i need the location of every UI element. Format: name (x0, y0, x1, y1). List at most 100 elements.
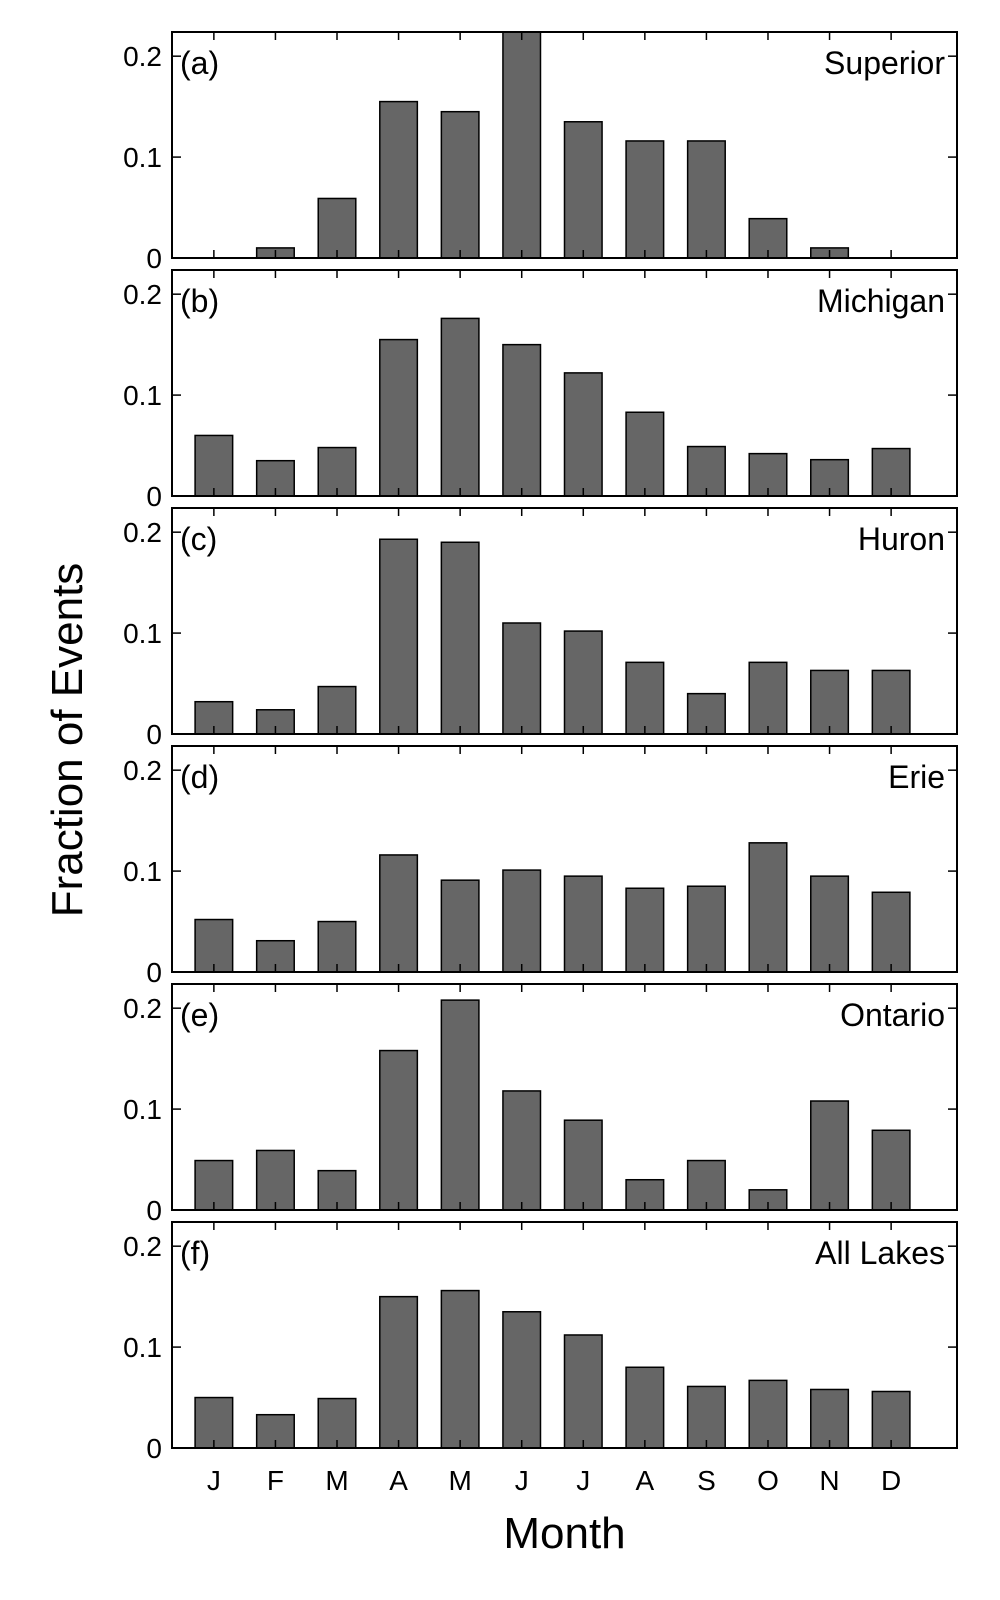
bar (625, 140, 665, 259)
bar (379, 538, 419, 735)
plot-frame (171, 745, 958, 973)
bar (748, 661, 788, 735)
panel-all-lakes: 0 0.1 0.2 (f) All Lakes (123, 1221, 958, 1464)
plot-frame (171, 31, 958, 259)
bar (625, 1366, 665, 1449)
bar (502, 622, 542, 735)
bar (502, 1311, 542, 1449)
plot-frame (171, 1221, 958, 1449)
y-tick-label: 0.1 (123, 618, 162, 649)
bar (810, 875, 850, 973)
y-tick-label: 0 (146, 1433, 162, 1464)
y-tick-label: 0.2 (123, 993, 162, 1024)
panels: 0 0.1 0.2 (a) Superior 0 0.1 0.2 (b) Michigan 0 0.1… (123, 31, 958, 1496)
x-tick-label: J (576, 1465, 590, 1496)
y-tick-label: 0.2 (123, 517, 162, 548)
bar (563, 121, 603, 259)
x-tick-label: S (697, 1465, 716, 1496)
bar (686, 1159, 726, 1211)
x-tick-label: J (207, 1465, 221, 1496)
y-tick-label: 0 (146, 243, 162, 274)
bar (502, 343, 542, 497)
bar (502, 31, 542, 259)
panel-letter: (b) (180, 283, 219, 319)
panel-michigan: 0 0.1 0.2 (b) Michigan (123, 269, 958, 512)
bar (625, 887, 665, 973)
bar (379, 338, 419, 497)
bar (686, 692, 726, 735)
plot-frame (171, 269, 958, 497)
bar (563, 630, 603, 735)
bar (625, 661, 665, 735)
x-tick-label: M (448, 1465, 471, 1496)
panel-letter: (f) (180, 1235, 210, 1271)
bar (379, 854, 419, 973)
y-tick-label: 0.1 (123, 142, 162, 173)
bar (563, 1334, 603, 1449)
panel-superior: 0 0.1 0.2 (a) Superior (123, 31, 958, 274)
bar (810, 1388, 850, 1449)
bar (502, 869, 542, 973)
bar (871, 1390, 911, 1449)
bar (625, 411, 665, 497)
x-tick-label: A (389, 1465, 408, 1496)
x-axis-title: Month (503, 1509, 625, 1558)
panel-name: All Lakes (815, 1235, 945, 1271)
x-tick-label: J (515, 1465, 529, 1496)
bar (502, 1090, 542, 1211)
x-tick-label: M (325, 1465, 348, 1496)
x-tick-label: N (819, 1465, 839, 1496)
bar (563, 372, 603, 497)
y-tick-label: 0.2 (123, 41, 162, 72)
panel-letter: (d) (180, 759, 219, 795)
bar (686, 1385, 726, 1449)
bar (440, 541, 480, 735)
y-tick-label: 0 (146, 481, 162, 512)
panel-name: Michigan (817, 283, 945, 319)
bar (748, 1379, 788, 1449)
bar (563, 1119, 603, 1211)
panel-letter: (c) (180, 521, 217, 557)
y-tick-label: 0 (146, 957, 162, 988)
bar (379, 1295, 419, 1449)
panel-letter: (e) (180, 997, 219, 1033)
bar (194, 434, 234, 497)
panel-letter: (a) (180, 45, 219, 81)
plot-frame (171, 983, 958, 1211)
bar (748, 842, 788, 973)
bar (317, 197, 357, 259)
bar (317, 920, 357, 973)
panel-name: Erie (888, 759, 945, 795)
plot-frame (171, 507, 958, 735)
y-tick-label: 0.2 (123, 755, 162, 786)
bar (440, 1289, 480, 1449)
y-tick-label: 0.1 (123, 856, 162, 887)
bar (440, 879, 480, 973)
y-tick-label: 0.2 (123, 1231, 162, 1262)
bar (440, 317, 480, 497)
bar (748, 217, 788, 259)
x-tick-label: D (881, 1465, 901, 1496)
bar (440, 999, 480, 1211)
bar (871, 891, 911, 973)
panel-name: Ontario (840, 997, 945, 1033)
panel-name: Huron (858, 521, 945, 557)
bar (686, 140, 726, 259)
panel-ontario: 0 0.1 0.2 (e) Ontario (123, 983, 958, 1226)
bar (440, 110, 480, 259)
bar (194, 1396, 234, 1449)
bar (194, 918, 234, 973)
y-tick-label: 0 (146, 1195, 162, 1226)
panel-erie: 0 0.1 0.2 (d) Erie (123, 745, 958, 988)
bar (686, 445, 726, 497)
bar (255, 1149, 295, 1211)
y-tick-label: 0.1 (123, 1094, 162, 1125)
bar (871, 669, 911, 735)
y-axis-title: Fraction of Events (43, 563, 92, 918)
bar (563, 875, 603, 973)
bar (194, 1159, 234, 1211)
x-tick-label: A (636, 1465, 655, 1496)
y-tick-label: 0.1 (123, 1332, 162, 1363)
x-tick-label: O (757, 1465, 779, 1496)
